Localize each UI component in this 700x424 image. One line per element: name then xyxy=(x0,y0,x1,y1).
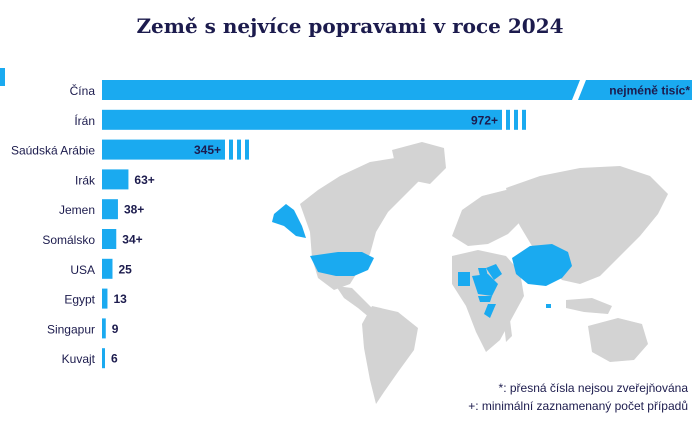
bar-stripe-iran-2 xyxy=(514,109,518,130)
map-australia xyxy=(588,318,648,362)
map-highlight-china xyxy=(512,244,572,286)
map-se-asia xyxy=(566,298,612,314)
bar-singapur xyxy=(102,318,106,339)
category-label-singapur: Singapur xyxy=(47,322,95,336)
bar-saudska-arabie xyxy=(102,139,225,160)
category-label-usa: USA xyxy=(70,263,95,277)
bar-jemen xyxy=(102,199,118,220)
bar-cina xyxy=(102,80,692,100)
value-label-singapur: 9 xyxy=(112,322,119,336)
map-highlight-usa xyxy=(310,252,374,276)
bar-break-cina xyxy=(572,80,586,100)
value-label-irak: 63+ xyxy=(134,173,154,187)
top-edge-marker xyxy=(0,68,5,86)
map-highlight-singapore xyxy=(546,304,551,308)
value-label-usa: 25 xyxy=(118,262,132,276)
footnotes: *: přesná čísla nejsou zveřejňována +: m… xyxy=(468,379,688,415)
value-label-saudska-arabie: 345+ xyxy=(194,143,221,157)
category-label-cina: Čína xyxy=(70,83,96,98)
category-label-saudska-arabie: Saúdská Arábie xyxy=(11,144,95,158)
bar-egypt xyxy=(102,288,108,309)
map-greenland xyxy=(392,142,446,184)
map-central-america xyxy=(336,286,376,318)
bar-stripe-iran-3 xyxy=(522,109,526,130)
value-label-somalsko: 34+ xyxy=(122,233,142,247)
value-label-iran: 972+ xyxy=(471,113,498,127)
bar-somalsko xyxy=(102,229,117,249)
map-highlight-somalia xyxy=(484,304,496,318)
map-highlight-iran xyxy=(486,264,502,280)
map-highlight-egypt xyxy=(458,272,470,286)
category-label-egypt: Egypt xyxy=(64,293,95,307)
category-label-iran: Írán xyxy=(74,113,95,128)
category-label-somalsko: Somálsko xyxy=(42,233,95,247)
category-label-kuvajt: Kuvajt xyxy=(62,352,96,366)
bar-usa xyxy=(102,258,113,279)
value-label-jemen: 38+ xyxy=(124,203,144,217)
map-highlight-saudi xyxy=(472,274,498,296)
bar-stripe-iran-1 xyxy=(506,109,510,130)
map-highlight-alaska xyxy=(272,204,306,238)
footnote-asterisk: *: přesná čísla nejsou zveřejňována xyxy=(498,381,688,395)
bar-stripe-saudska-arabie-3 xyxy=(245,139,249,160)
bar-irak xyxy=(102,169,129,190)
map-highlight-yemen xyxy=(478,296,492,302)
chart-title: Země s nejvíce popravami v roce 2024 xyxy=(136,14,564,38)
bar-stripe-saudska-arabie-1 xyxy=(229,139,233,160)
value-label-kuvajt: 6 xyxy=(111,352,118,366)
bar-kuvajt xyxy=(102,348,105,369)
bar-stripe-saudska-arabie-2 xyxy=(237,139,241,160)
map-highlight-iraq xyxy=(478,268,488,276)
value-label-cina: nejméně tisíc* xyxy=(609,84,690,98)
bar-iran xyxy=(102,109,502,130)
footnote-plus: +: minimální zaznamenaný počet případů xyxy=(468,399,688,413)
map-south-america xyxy=(362,306,418,404)
value-label-egypt: 13 xyxy=(113,292,127,306)
category-label-jemen: Jemen xyxy=(59,203,95,217)
category-label-irak: Irák xyxy=(75,173,96,187)
map-madagascar xyxy=(504,320,512,342)
